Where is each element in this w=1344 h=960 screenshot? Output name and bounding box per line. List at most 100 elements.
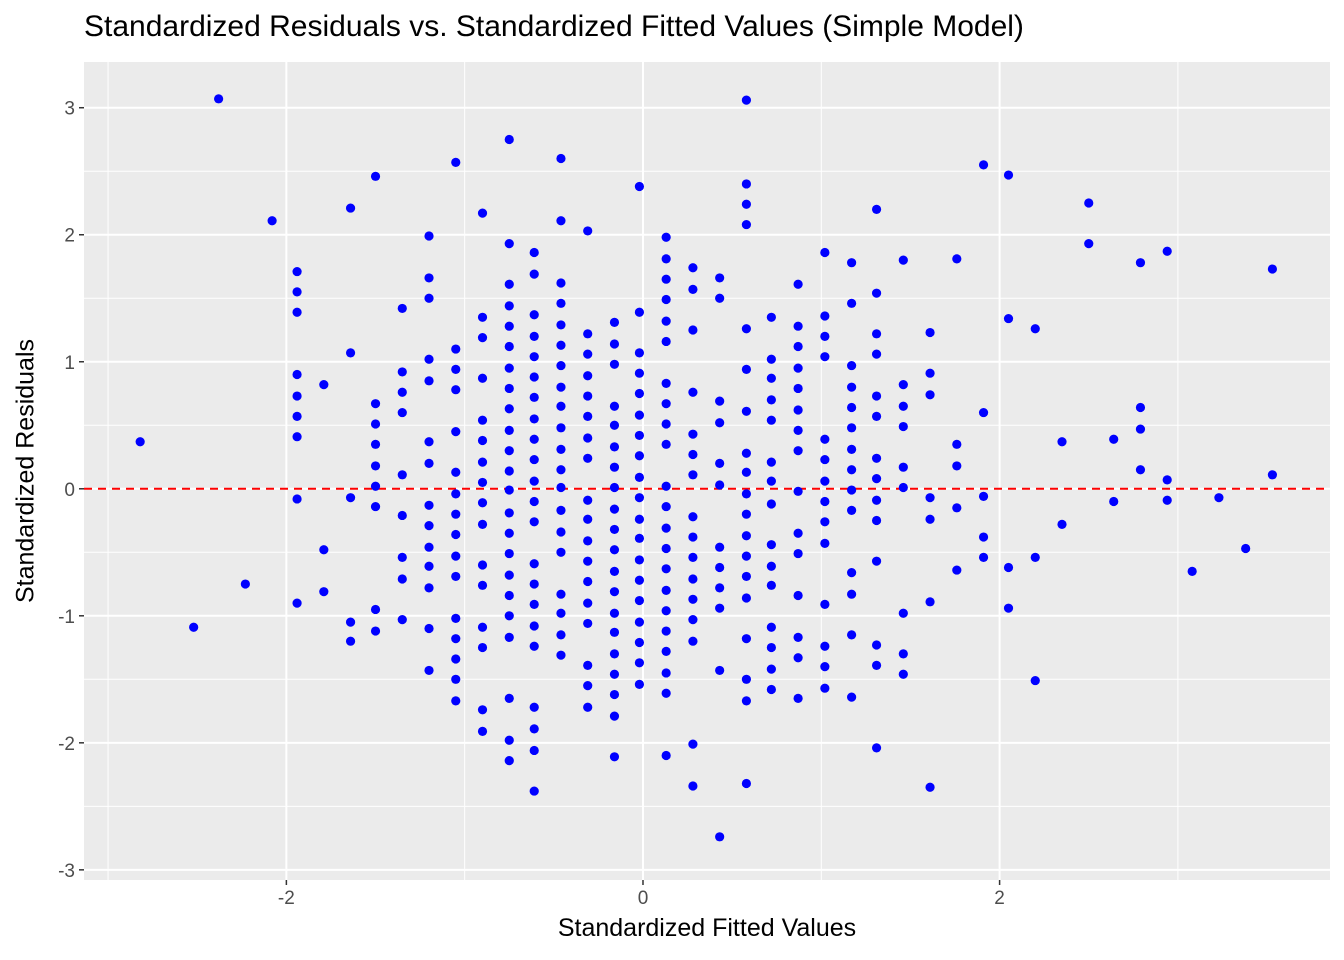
data-point: [189, 622, 199, 632]
data-point: [820, 683, 830, 693]
data-point: [661, 688, 671, 698]
data-point: [978, 491, 989, 502]
data-point: [609, 566, 620, 576]
data-point: [504, 756, 514, 766]
data-point: [504, 693, 514, 703]
data-point: [451, 427, 461, 437]
data-point: [397, 510, 407, 521]
data-point: [741, 531, 752, 541]
data-point: [240, 579, 250, 589]
data-point: [424, 583, 434, 593]
data-point: [609, 462, 620, 472]
data-point: [529, 372, 539, 382]
data-point: [820, 311, 830, 321]
data-point: [741, 674, 752, 684]
data-point: [1109, 434, 1119, 444]
data-point: [1109, 496, 1119, 507]
data-point: [793, 486, 803, 496]
data-point: [715, 832, 725, 842]
data-point: [793, 693, 803, 703]
data-point: [715, 273, 725, 283]
y-axis-ticks: -3 -2 -1 0 1 2 3: [58, 99, 84, 882]
data-point: [634, 514, 645, 524]
data-point: [925, 782, 935, 792]
data-point: [766, 415, 776, 425]
data-point: [688, 325, 698, 335]
data-point: [715, 542, 725, 552]
data-point: [661, 316, 671, 326]
data-point: [898, 669, 908, 679]
x-axis-title: Standardized Fitted Values: [557, 914, 857, 942]
data-point: [370, 171, 381, 181]
data-point: [952, 254, 962, 264]
data-point: [688, 594, 698, 604]
data-point: [925, 327, 935, 338]
data-point: [820, 454, 830, 465]
data-point: [529, 269, 539, 279]
data-point: [504, 735, 514, 745]
data-point: [609, 442, 620, 452]
data-point: [583, 660, 593, 670]
data-point: [451, 157, 461, 167]
data-point: [609, 608, 620, 618]
data-point: [793, 383, 803, 394]
data-point: [793, 548, 803, 559]
data-point: [477, 498, 488, 508]
data-point: [820, 476, 830, 486]
data-point: [634, 533, 645, 543]
data-point: [925, 493, 935, 503]
data-point: [661, 543, 671, 554]
data-point: [529, 434, 539, 444]
data-point: [370, 419, 381, 429]
data-point: [583, 702, 593, 712]
data-point: [688, 781, 698, 791]
data-point: [688, 636, 698, 646]
data-point: [661, 232, 671, 242]
data-point: [556, 505, 566, 515]
data-point: [847, 402, 857, 413]
data-point: [952, 439, 962, 449]
data-point: [504, 363, 514, 373]
data-point: [793, 341, 803, 352]
data-point: [820, 352, 830, 362]
data-point: [267, 216, 277, 226]
data-point: [898, 482, 908, 493]
data-point: [741, 448, 752, 458]
data-point: [609, 669, 620, 679]
data-point: [741, 199, 752, 209]
data-points: [135, 94, 1278, 842]
data-point: [556, 216, 566, 226]
data-point: [766, 312, 776, 322]
data-point: [1267, 470, 1278, 480]
data-point: [504, 632, 514, 642]
x-tick-label: 2: [994, 888, 1005, 909]
data-point: [741, 324, 752, 334]
data-point: [688, 552, 698, 562]
data-point: [766, 622, 776, 632]
data-point: [424, 458, 434, 468]
data-point: [1267, 264, 1278, 274]
data-point: [661, 419, 671, 429]
data-point: [397, 552, 407, 562]
data-point: [292, 369, 302, 380]
data-point: [1135, 424, 1146, 434]
data-point: [634, 679, 645, 689]
data-point: [847, 589, 857, 599]
data-point: [688, 615, 698, 625]
y-tick-label: 0: [64, 480, 75, 501]
data-point: [688, 739, 698, 749]
data-point: [898, 421, 908, 432]
data-point: [741, 489, 752, 499]
data-point: [504, 611, 514, 621]
data-point: [583, 329, 593, 339]
data-point: [847, 465, 857, 475]
data-point: [688, 387, 698, 397]
y-tick-label: -3: [58, 861, 75, 882]
data-point: [1003, 562, 1014, 573]
data-point: [477, 705, 488, 715]
data-point: [529, 331, 539, 341]
data-point: [661, 646, 671, 656]
data-point: [556, 423, 566, 433]
data-point: [741, 179, 752, 189]
